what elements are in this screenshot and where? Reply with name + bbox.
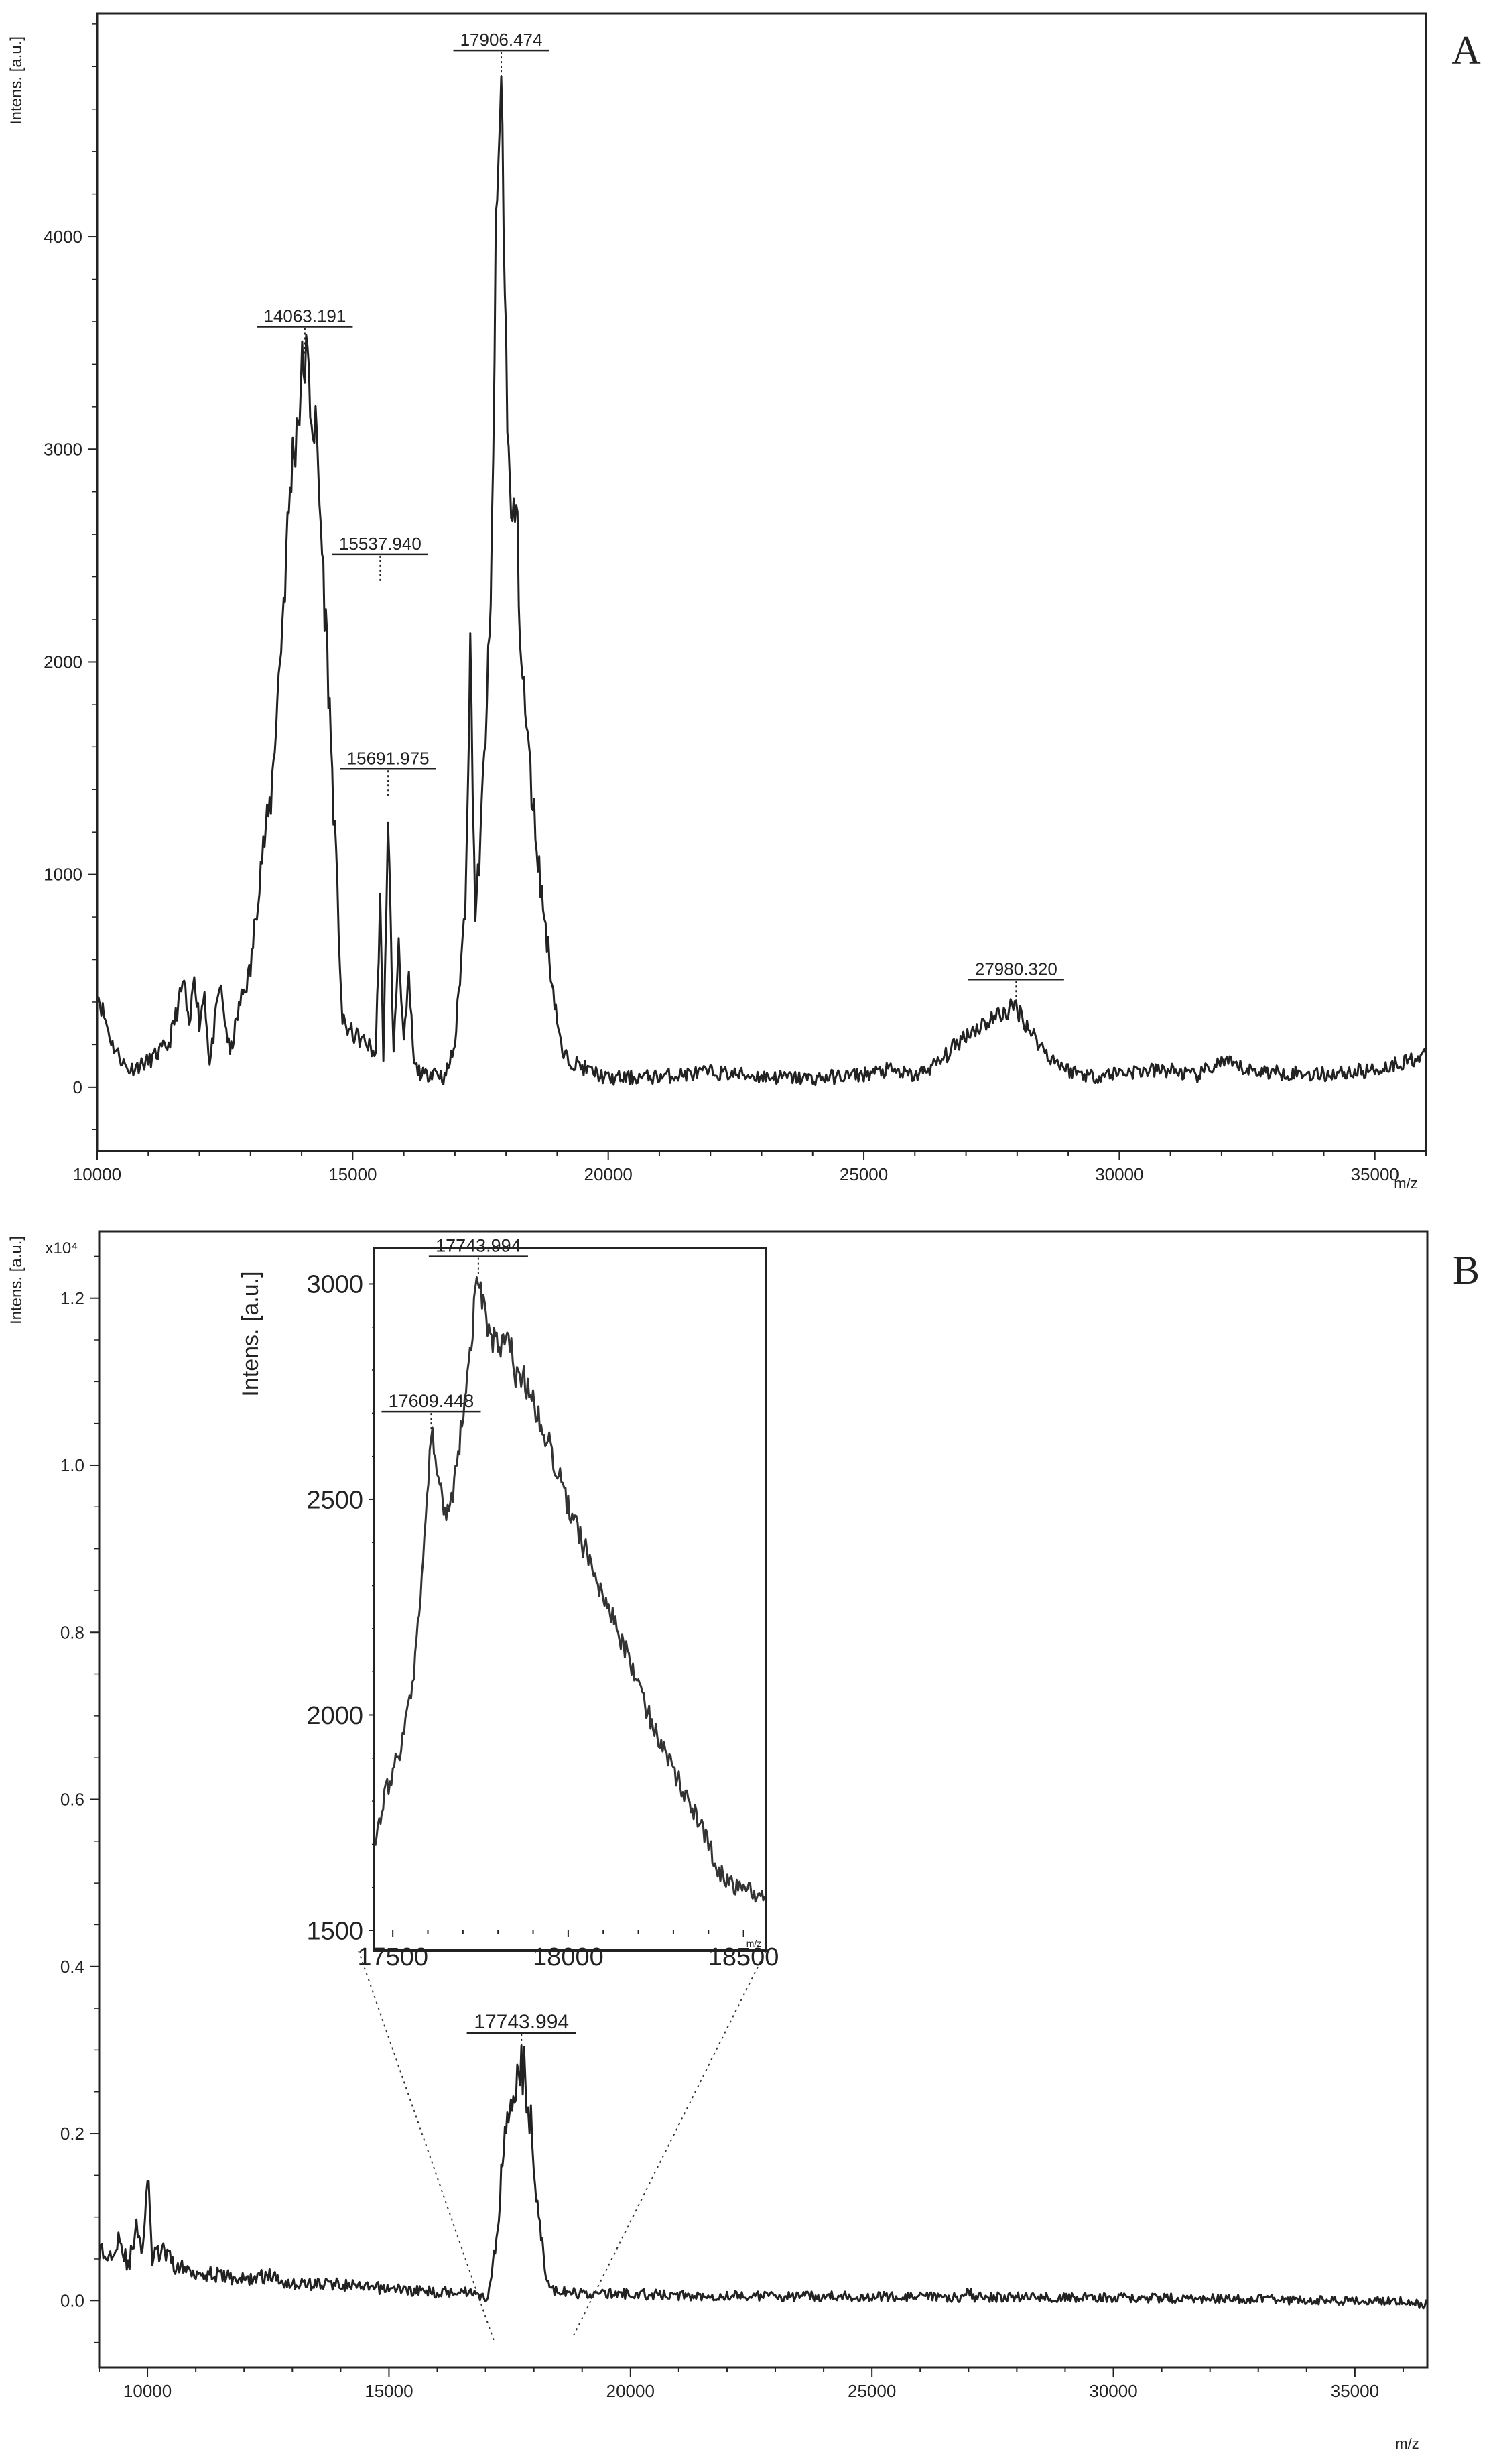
panel-b-peak-labels: 17743.994 [466,2011,576,2058]
b-ytick-label: 0.6 [60,1790,84,1810]
i-xtick-label: 17500 [357,1943,428,1971]
a-xtick-label: 35000 [1351,1164,1399,1184]
panel-b-series-line [98,2044,1429,2310]
b-xtick-label: 25000 [848,2381,896,2401]
a-ytick-label: 2000 [44,652,82,672]
b-ytick-label: 1.2 [60,1288,84,1308]
panel-b-multiplier: x10⁴ [45,1239,78,1257]
a-xtick-label: 25000 [840,1164,888,1184]
peak-label: 15691.975 [347,748,430,768]
panel-a-letter: A [1451,28,1480,72]
panel-a-xlabel: m/z [1394,1175,1417,1192]
a-ytick-label: 1000 [44,865,82,885]
a-xtick-label: 15000 [328,1164,377,1184]
a-ytick-label: 3000 [44,439,82,459]
panel-a-peak-labels: 14063.191 15537.940 15691.975 17906.474 2798… [257,29,1064,1007]
b-xtick-label: 30000 [1089,2381,1137,2401]
a-ytick-label: 4000 [44,227,82,247]
peak-label: 17743.994 [436,1236,521,1256]
inset-ylabel: Intens. [a.u.] [238,1271,263,1396]
peak-label: 14063.191 [263,306,346,326]
panel-b-ylabel: Intens. [a.u.] [7,1236,25,1325]
b-xtick-label: 20000 [606,2381,655,2401]
peak-label: 17609.448 [389,1391,474,1411]
panel-b-ticks: 10000 15000 20000 25000 30000 35000 0.0 0.2 0.4 0… [60,1255,1404,2401]
peak-label: 17743.994 [474,2011,569,2033]
i-ytick-label: 1500 [306,1917,363,1945]
i-xtick-label: 18000 [533,1943,604,1971]
b-xtick-label: 35000 [1331,2381,1379,2401]
b-ytick-label: 0.0 [60,2290,84,2311]
panel-a-series-line [96,75,1427,1086]
inset-ticks: 17500 18000 18500 1500 2000 2500 3000 [306,1271,779,1971]
inset-frame [373,1247,767,1952]
i-ytick-label: 3000 [306,1271,363,1299]
i-xtick-label: 18500 [708,1943,779,1971]
panel-a-ylabel: Intens. [a.u.] [7,36,25,125]
inset-xlabel: m/z [746,1938,762,1949]
panel-b-inset: Intens. [a.u.] m/z 17500 18000 18500 1500 20… [238,1236,779,1971]
b-xtick-label: 10000 [123,2381,172,2401]
panel-a-ticks: 10000 15000 20000 25000 30000 35000 0 1000 2000 3… [44,23,1427,1184]
a-xtick-label: 30000 [1095,1164,1143,1184]
panel-a: Intens. [a.u.] m/z A 10000 15000 20000 2500… [7,12,1481,1192]
a-xtick-label: 20000 [584,1164,633,1184]
a-xtick-label: 10000 [73,1164,121,1184]
i-ytick-label: 2000 [306,1702,363,1730]
b-ytick-label: 0.2 [60,2123,84,2144]
a-ytick-label: 0 [73,1077,82,1097]
panel-b: Intens. [a.u.] x10⁴ m/z B 10000 15000 2000… [7,1230,1480,2452]
peak-label: 15537.940 [339,534,421,554]
zoom-guide-right [571,1950,767,2340]
peak-label: 17906.474 [460,29,543,50]
inset-series-line [374,1276,766,1903]
b-xtick-label: 15000 [365,2381,413,2401]
peak-label: 27980.320 [975,959,1057,979]
panel-b-letter: B [1453,1248,1480,1292]
b-ytick-label: 0.4 [60,1957,84,1977]
b-ytick-label: 1.0 [60,1455,84,1475]
inset-peak-labels: 17609.448 17743.994 [381,1236,528,1431]
i-ytick-label: 2500 [306,1486,363,1514]
panel-b-xlabel: m/z [1395,2435,1419,2452]
b-ytick-label: 0.8 [60,1622,84,1642]
